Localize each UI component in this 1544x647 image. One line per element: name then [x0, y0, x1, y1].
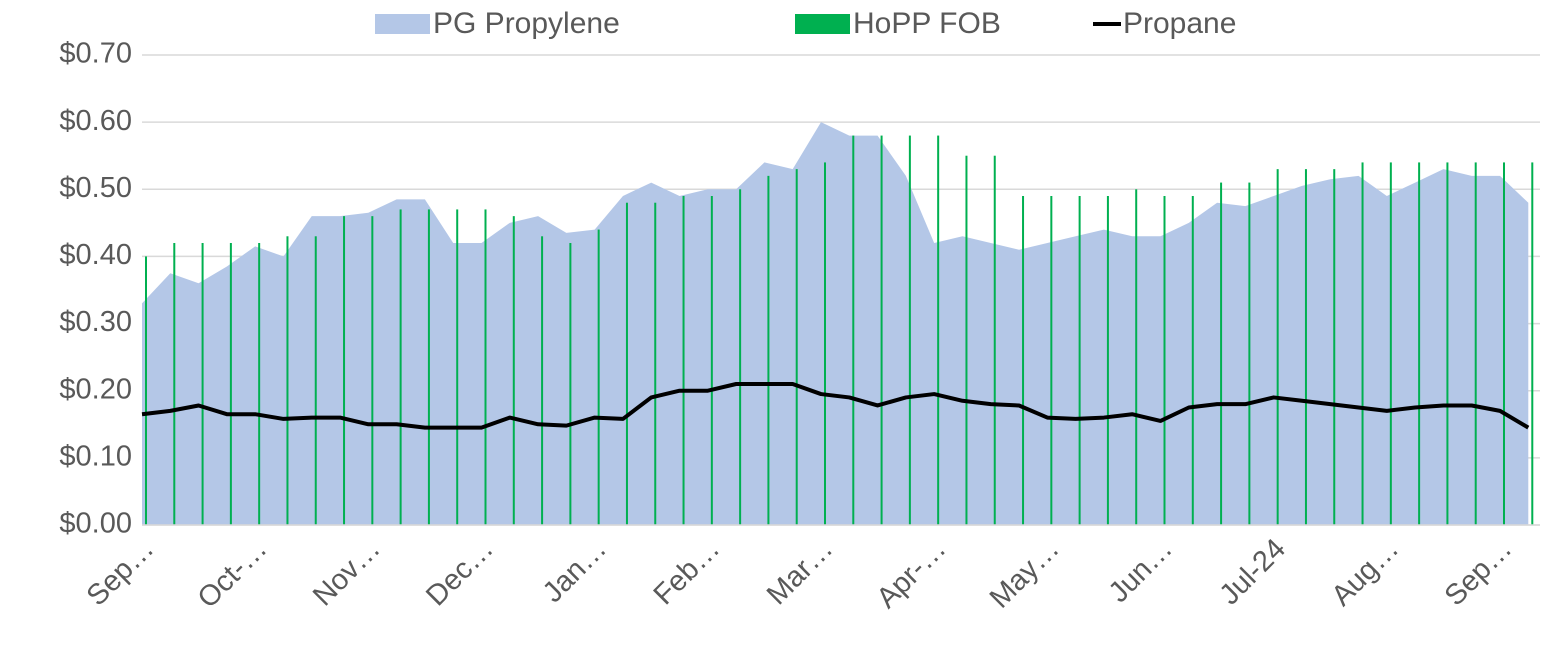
legend-swatch: [375, 14, 430, 34]
y-tick-label: $0.00: [59, 508, 132, 540]
bar: [1418, 162, 1421, 525]
area: [142, 122, 1529, 526]
bar: [371, 216, 374, 525]
bar: [427, 209, 430, 525]
bar: [145, 256, 147, 525]
bar: [1050, 196, 1053, 525]
bar: [767, 175, 770, 525]
x-tick-label: Apr-…: [871, 533, 953, 615]
bar: [654, 202, 657, 525]
legend-swatch: [795, 14, 850, 34]
bar: [682, 196, 685, 525]
bar: [1135, 189, 1138, 526]
bar: [201, 243, 204, 525]
bar: [258, 243, 261, 525]
y-tick-label: $0.50: [59, 172, 132, 204]
bar: [1389, 162, 1392, 525]
bar: [173, 243, 176, 525]
bar: [1531, 162, 1534, 525]
bar: [1022, 196, 1025, 525]
x-tick-label: Jun…: [1103, 533, 1179, 609]
bar: [1191, 196, 1194, 525]
bar: [343, 216, 346, 525]
bar: [965, 155, 968, 525]
x-tick-label: Sep…: [1439, 533, 1519, 613]
x-tick-label: Nov…: [307, 533, 387, 613]
bar: [456, 209, 459, 525]
y-tick-label: $0.60: [59, 105, 132, 137]
bar: [1276, 169, 1279, 525]
bar: [1304, 169, 1307, 525]
bar: [1361, 162, 1364, 525]
bar: [597, 229, 600, 526]
y-tick-label: $0.30: [59, 306, 132, 338]
legend-label: PG Propylene: [433, 7, 620, 40]
x-tick-label: May…: [984, 533, 1066, 615]
bar: [1333, 169, 1336, 525]
bar: [399, 209, 402, 525]
x-tick-label: Mar…: [761, 533, 839, 611]
bar: [795, 169, 798, 525]
bar: [824, 162, 826, 525]
bar: [710, 196, 713, 525]
x-tick-label: Feb…: [648, 533, 726, 611]
bar: [1446, 162, 1449, 525]
x-tick-label: Sep…: [81, 533, 161, 613]
bar: [625, 202, 628, 525]
bar: [739, 189, 742, 526]
bar: [937, 135, 940, 526]
bar: [1248, 182, 1251, 526]
bar: [993, 155, 996, 525]
bar: [880, 135, 883, 526]
bar: [1220, 182, 1223, 526]
bar: [1474, 162, 1477, 525]
bar: [512, 216, 515, 525]
bar: [1078, 196, 1081, 525]
legend-label: Propane: [1123, 7, 1236, 40]
bar: [1163, 196, 1166, 525]
bar: [908, 135, 911, 526]
bar: [229, 243, 232, 525]
x-tick-label: Aug…: [1326, 533, 1406, 613]
bar: [1503, 162, 1505, 525]
bar: [541, 236, 544, 526]
x-tick-label: Jul-24: [1214, 533, 1292, 611]
x-tick-label: Jan…: [537, 533, 613, 609]
line: [141, 382, 1530, 430]
y-tick-label: $0.10: [59, 441, 132, 473]
bar: [286, 236, 289, 526]
bar: [484, 209, 487, 525]
y-tick-label: $0.40: [59, 239, 132, 271]
bar: [852, 135, 855, 526]
bar: [569, 243, 572, 525]
y-tick-label: $0.20: [59, 373, 132, 405]
x-tick-label: Oct-…: [192, 533, 274, 615]
legend-label: HoPP FOB: [853, 7, 1001, 40]
y-tick-label: $0.70: [59, 38, 132, 70]
x-tick-label: Dec…: [420, 533, 500, 613]
bar: [314, 236, 317, 526]
bar: [1106, 196, 1109, 525]
